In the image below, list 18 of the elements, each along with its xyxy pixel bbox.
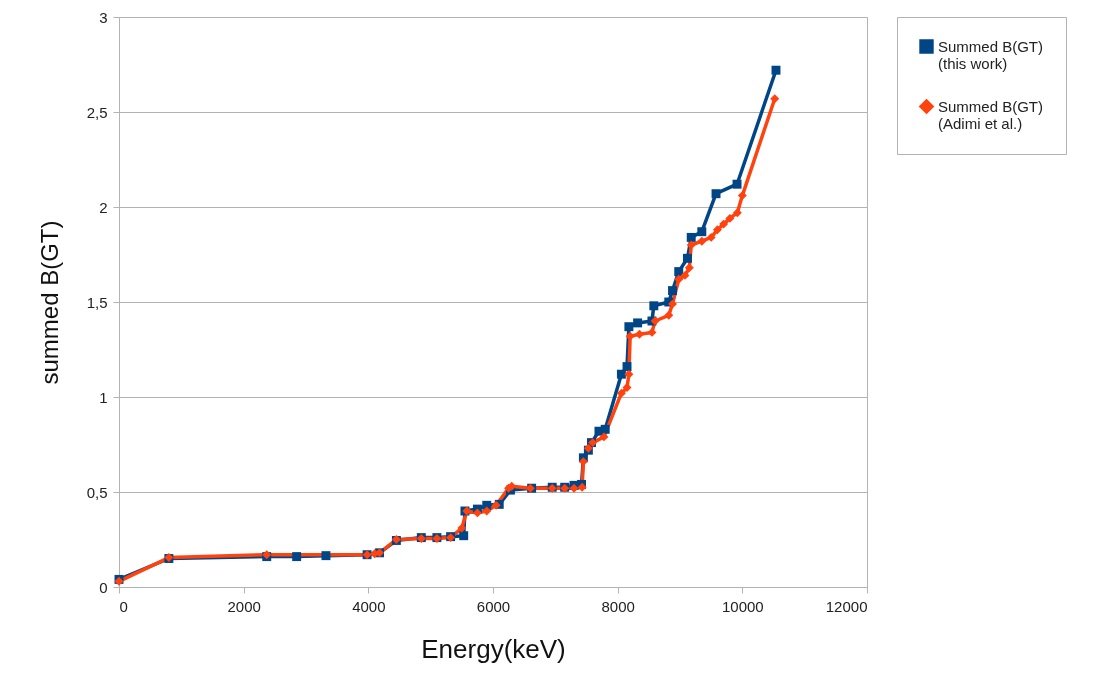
y-tick-label: 2 xyxy=(99,198,108,216)
y-tick-label: 1 xyxy=(99,388,108,406)
legend-label: Summed B(GT) (this work) xyxy=(938,37,1044,72)
x-tick-label: 4000 xyxy=(352,597,386,615)
legend-label: Summed B(GT) (Adimi et al.) xyxy=(938,97,1044,132)
x-axis-title: Energy(keV) xyxy=(421,633,566,664)
x-tick-label: 10000 xyxy=(721,597,764,615)
y-tick-label: 0 xyxy=(99,578,108,596)
x-tick-label: 8000 xyxy=(601,597,635,615)
y-tick-label: 2,5 xyxy=(86,103,108,121)
x-tick-label: 6000 xyxy=(476,597,511,615)
y-axis-title: summed B(GT) xyxy=(35,220,63,385)
y-tick-label: 0,5 xyxy=(86,483,108,501)
x-tick-label: 0 xyxy=(119,597,128,615)
x-tick-label: 12000 xyxy=(825,597,868,615)
y-tick-label: 1,5 xyxy=(86,293,108,311)
y-tick-label: 3 xyxy=(99,8,108,26)
x-tick-label: 2000 xyxy=(227,597,261,615)
